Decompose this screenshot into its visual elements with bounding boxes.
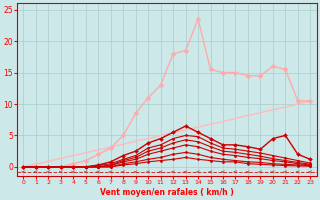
X-axis label: Vent moyen/en rafales ( km/h ): Vent moyen/en rafales ( km/h ) xyxy=(100,188,234,197)
